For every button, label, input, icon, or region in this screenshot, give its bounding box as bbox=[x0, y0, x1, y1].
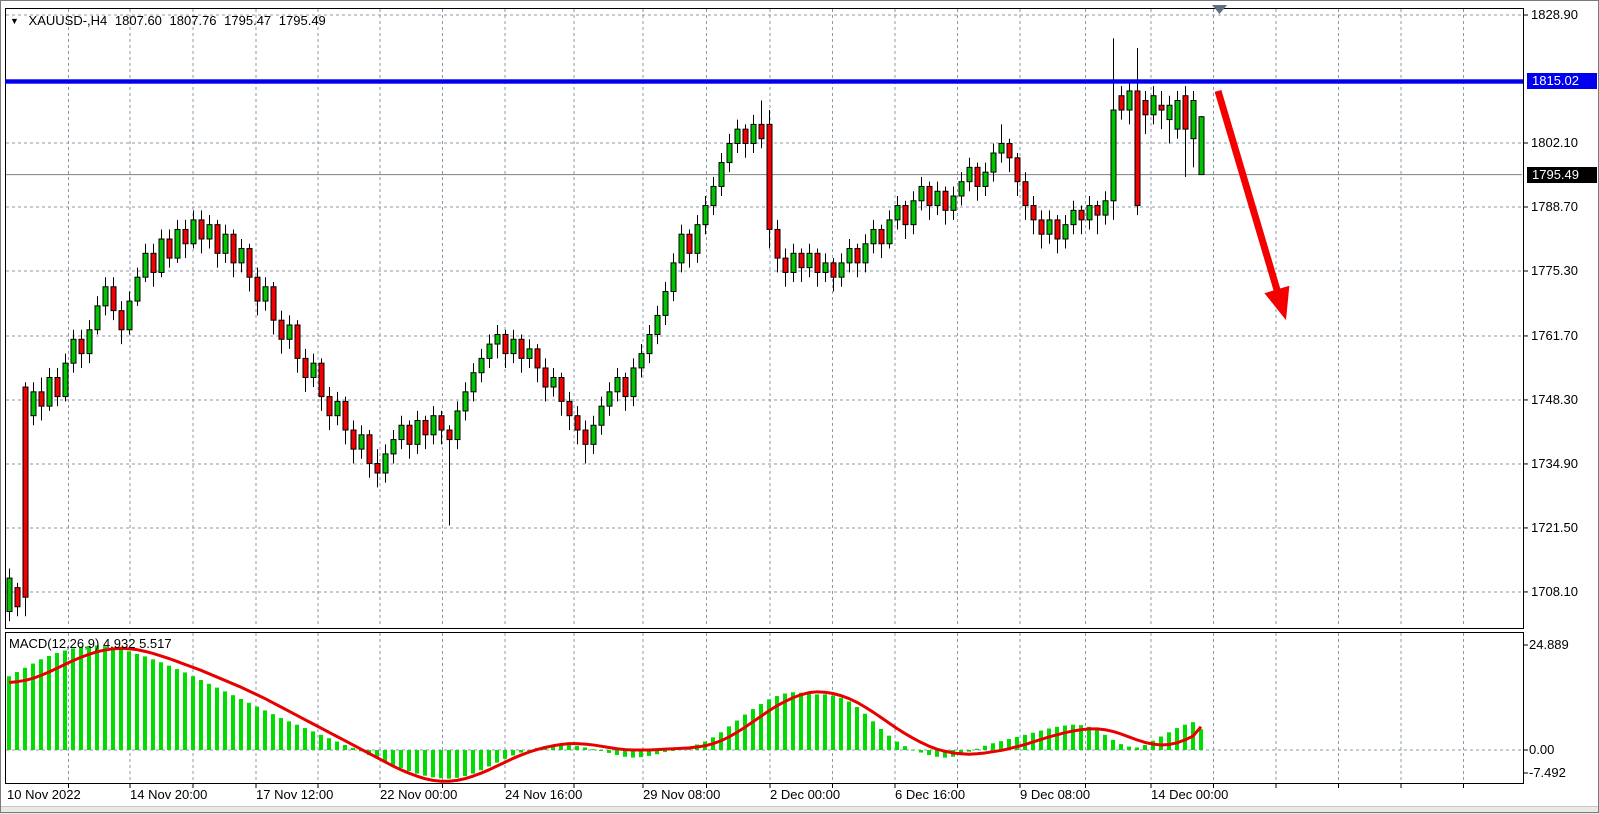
price-axis-label: 1748.30 bbox=[1531, 391, 1578, 407]
price-axis-label: 1775.30 bbox=[1531, 262, 1578, 278]
price-axis-label: 1721.50 bbox=[1531, 519, 1578, 535]
symbol-dropdown-icon[interactable]: ▼ bbox=[10, 16, 19, 26]
price-chart-panel[interactable] bbox=[5, 8, 1524, 629]
time-axis-label: 14 Dec 00:00 bbox=[1151, 787, 1229, 802]
status-strip bbox=[0, 806, 1599, 814]
price-axis-label: 1802.10 bbox=[1531, 134, 1578, 150]
resistance-price-badge: 1815.02 bbox=[1527, 73, 1597, 89]
price-axis-label: 1734.90 bbox=[1531, 455, 1578, 471]
last-price-badge: 1795.49 bbox=[1527, 167, 1597, 183]
time-axis-label: 10 Nov 2022 bbox=[7, 787, 81, 802]
time-axis[interactable] bbox=[5, 784, 1523, 804]
time-axis-label: 2 Dec 00:00 bbox=[770, 787, 841, 802]
time-axis-label: 14 Nov 20:00 bbox=[130, 787, 208, 802]
price-axis-label: 1708.10 bbox=[1531, 583, 1578, 599]
ohlc-open: 1807.60 bbox=[114, 13, 162, 28]
time-axis-label: 6 Dec 16:00 bbox=[895, 787, 966, 802]
ohlc-close: 1795.49 bbox=[278, 13, 326, 28]
macd-indicator-panel[interactable] bbox=[5, 632, 1524, 784]
macd-name: MACD(12,26,9) bbox=[9, 636, 100, 651]
ohlc-low: 1795.47 bbox=[224, 13, 272, 28]
macd-values: 4.932 5.517 bbox=[102, 636, 172, 651]
macd-axis-max: 24.889 bbox=[1529, 637, 1569, 652]
price-axis-label: 1788.70 bbox=[1531, 198, 1578, 214]
time-axis-label: 22 Nov 00:00 bbox=[380, 787, 458, 802]
time-axis-label: 24 Nov 16:00 bbox=[505, 787, 583, 802]
macd-axis-zero: 0.00 bbox=[1529, 742, 1555, 757]
price-axis-label: 1761.70 bbox=[1531, 327, 1578, 343]
time-axis-label: 9 Dec 08:00 bbox=[1020, 787, 1091, 802]
time-axis-label: 17 Nov 12:00 bbox=[256, 787, 334, 802]
macd-indicator-label: MACD(12,26,9) 4.932 5.517 bbox=[9, 636, 172, 651]
symbol-period: XAUUSD-,H4 bbox=[28, 13, 108, 28]
macd-axis-min: -7.492 bbox=[1529, 765, 1566, 780]
time-axis-label: 29 Nov 08:00 bbox=[643, 787, 721, 802]
chart-title: ▼ XAUUSD-,H4 1807.60 1807.76 1795.47 179… bbox=[10, 13, 330, 28]
price-axis-label: 1828.90 bbox=[1531, 7, 1578, 22]
ohlc-high: 1807.76 bbox=[169, 13, 217, 28]
